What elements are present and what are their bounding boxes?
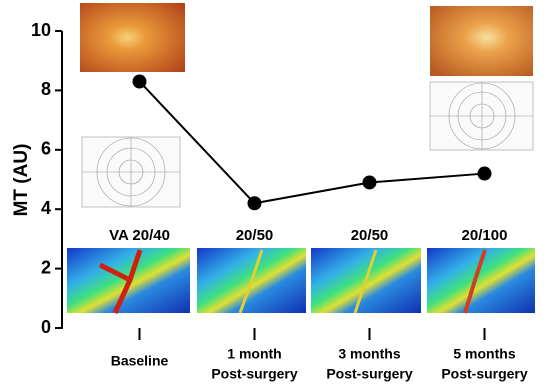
y-tick-label: 4 (41, 198, 51, 218)
annotation: VA 20/40 (109, 227, 170, 244)
y-tick-label: 0 (41, 317, 51, 337)
fundus-image (80, 3, 185, 72)
y-tick-label: 6 (41, 139, 51, 159)
point (247, 196, 262, 211)
point (477, 166, 492, 181)
x-tick-label: 5 months (453, 346, 515, 362)
y-tick-label: 8 (41, 79, 51, 99)
x-tick-label: Post-surgery (211, 366, 298, 382)
x-tick-label: Baseline (111, 353, 169, 369)
x-tick-label: Post-surgery (326, 366, 413, 382)
x-tick-label: 3 months (338, 346, 400, 362)
images (67, 3, 535, 315)
point (132, 74, 147, 89)
annotation: 20/100 (462, 227, 508, 244)
y-axis-label: MT (AU) (11, 144, 32, 217)
heatmaps (67, 248, 535, 315)
annotation: 20/50 (351, 227, 389, 244)
y-tick-label: 10 (31, 20, 51, 40)
line (138, 80, 485, 205)
annotation: 20/50 (236, 227, 274, 244)
fundus-image (430, 6, 533, 76)
point (362, 175, 377, 190)
visual-field (81, 81, 534, 208)
y-tick-label: 2 (41, 257, 51, 277)
x-tick-label: Post-surgery (441, 366, 528, 382)
x-tick-label: 1 month (227, 346, 281, 362)
